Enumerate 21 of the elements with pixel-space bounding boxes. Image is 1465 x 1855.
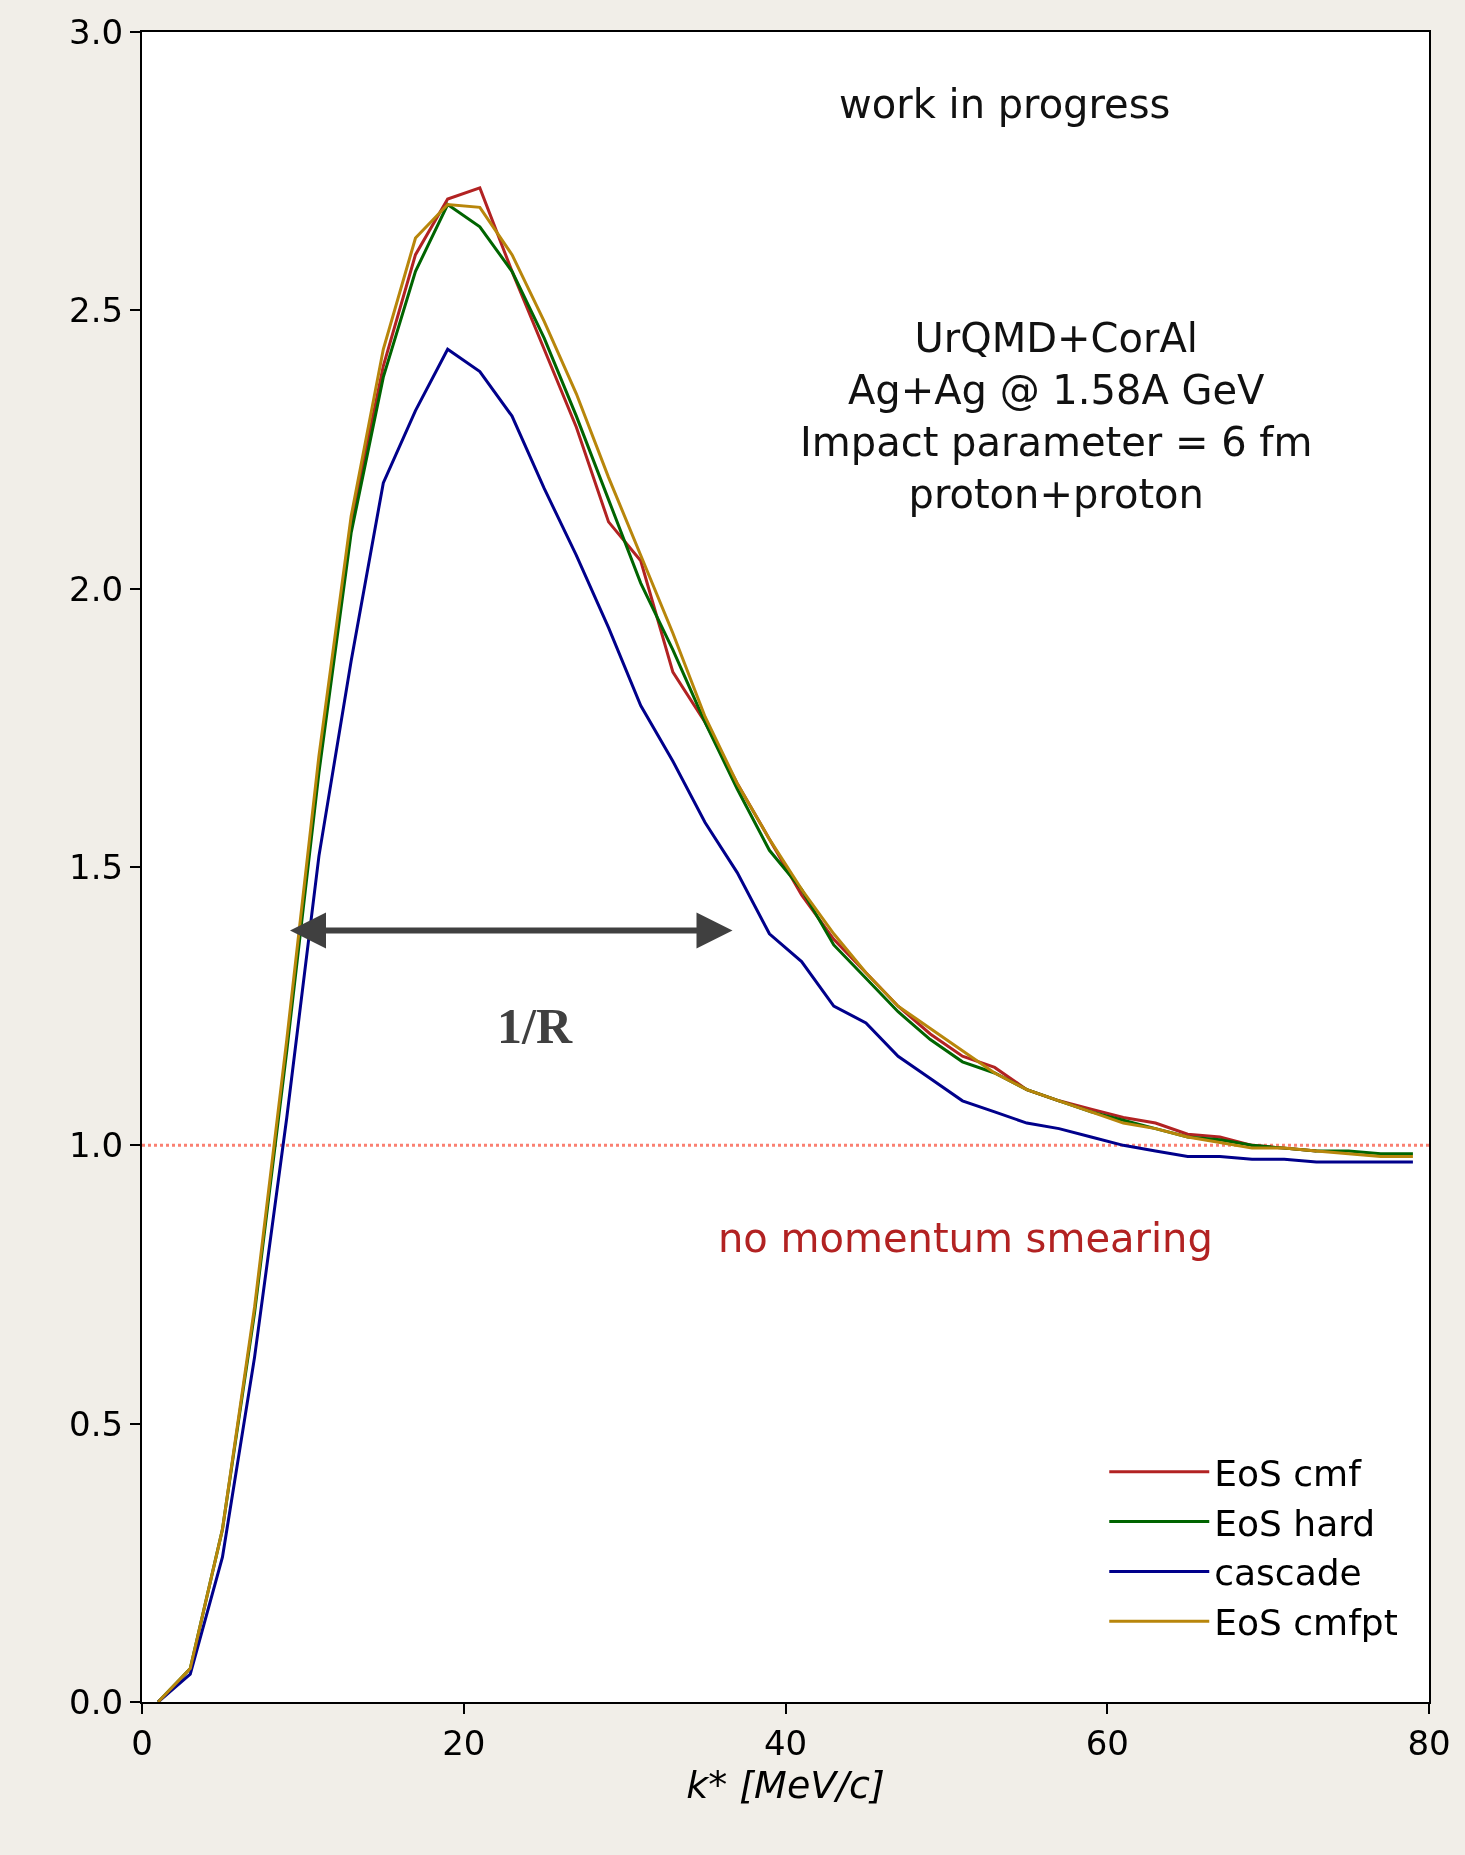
x-tick-label: 0 (131, 1722, 153, 1763)
annotation: 1/R (497, 998, 573, 1054)
y-tick-label: 2.0 (69, 568, 124, 609)
y-tick-label: 1.0 (69, 1125, 124, 1166)
x-tick-label: 80 (1407, 1722, 1451, 1763)
y-tick-label: 2.5 (69, 290, 124, 331)
y-tick-label: 0.0 (69, 1681, 124, 1722)
annotation: no momentum smearing (718, 1215, 1213, 1261)
legend-label: EoS cmfpt (1214, 1602, 1398, 1644)
x-axis-title: k* [MeV/c] (686, 1762, 885, 1807)
legend-label: EoS cmf (1214, 1452, 1363, 1494)
x-tick-label: 20 (442, 1722, 486, 1763)
annotation: UrQMD+CorAl Ag+Ag @ 1.58A GeV Impact parameter = 6 fm proton+proton (800, 315, 1313, 517)
y-tick-label: 0.5 (69, 1403, 124, 1444)
y-tick-label: 1.5 (69, 846, 124, 887)
x-tick-label: 40 (763, 1722, 808, 1763)
x-tick-label: 60 (1085, 1722, 1129, 1763)
y-tick-label: 3.0 (69, 11, 124, 52)
annotation: work in progress (839, 81, 1171, 127)
legend-label: EoS hard (1214, 1502, 1376, 1544)
legend-label: cascade (1214, 1552, 1362, 1594)
